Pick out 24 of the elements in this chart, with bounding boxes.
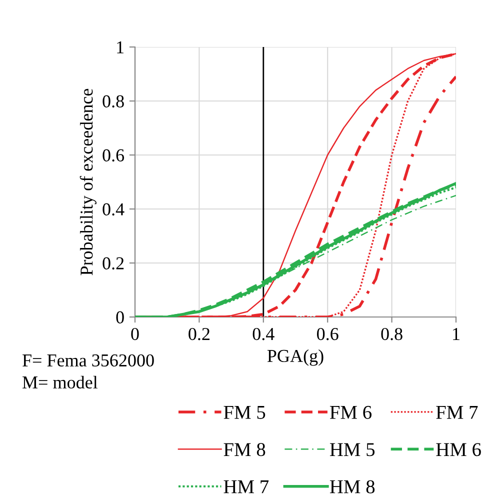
y-tick-label: 0: [116, 311, 124, 324]
x-tick-label: 0.2: [188, 328, 210, 340]
x-tick-label: 0.6: [317, 328, 338, 340]
legend-label: HM 5: [330, 443, 375, 456]
text: M= model: [22, 376, 98, 389]
y-tick-label: 0.4: [102, 203, 124, 216]
x-tick-label: 0: [131, 328, 139, 340]
x-tick-label: 1: [453, 328, 460, 340]
legend-label: FM 6: [330, 406, 372, 419]
x-tick-label: 0.4: [252, 328, 274, 340]
x-axis-title: PGA(g): [267, 349, 324, 366]
y-tick-label: 0.6: [102, 149, 124, 162]
y-tick-label: 0.2: [102, 257, 124, 270]
y-tick-label: 0.8: [102, 95, 124, 108]
legend-label: FM 5: [224, 406, 266, 419]
text: F= Fema 3562000: [22, 354, 154, 367]
y-axis-title: Probability of exceedence: [80, 88, 96, 276]
legend-label: FM 8: [224, 443, 266, 456]
y-tick-label: 1: [117, 41, 124, 54]
x-tick-label: 0.8: [381, 328, 402, 340]
legend-label: HM 8: [330, 480, 375, 494]
legend-label: HM 7: [224, 480, 269, 494]
legend-label: FM 7: [436, 406, 478, 419]
legend-label: HM 6: [436, 443, 481, 456]
